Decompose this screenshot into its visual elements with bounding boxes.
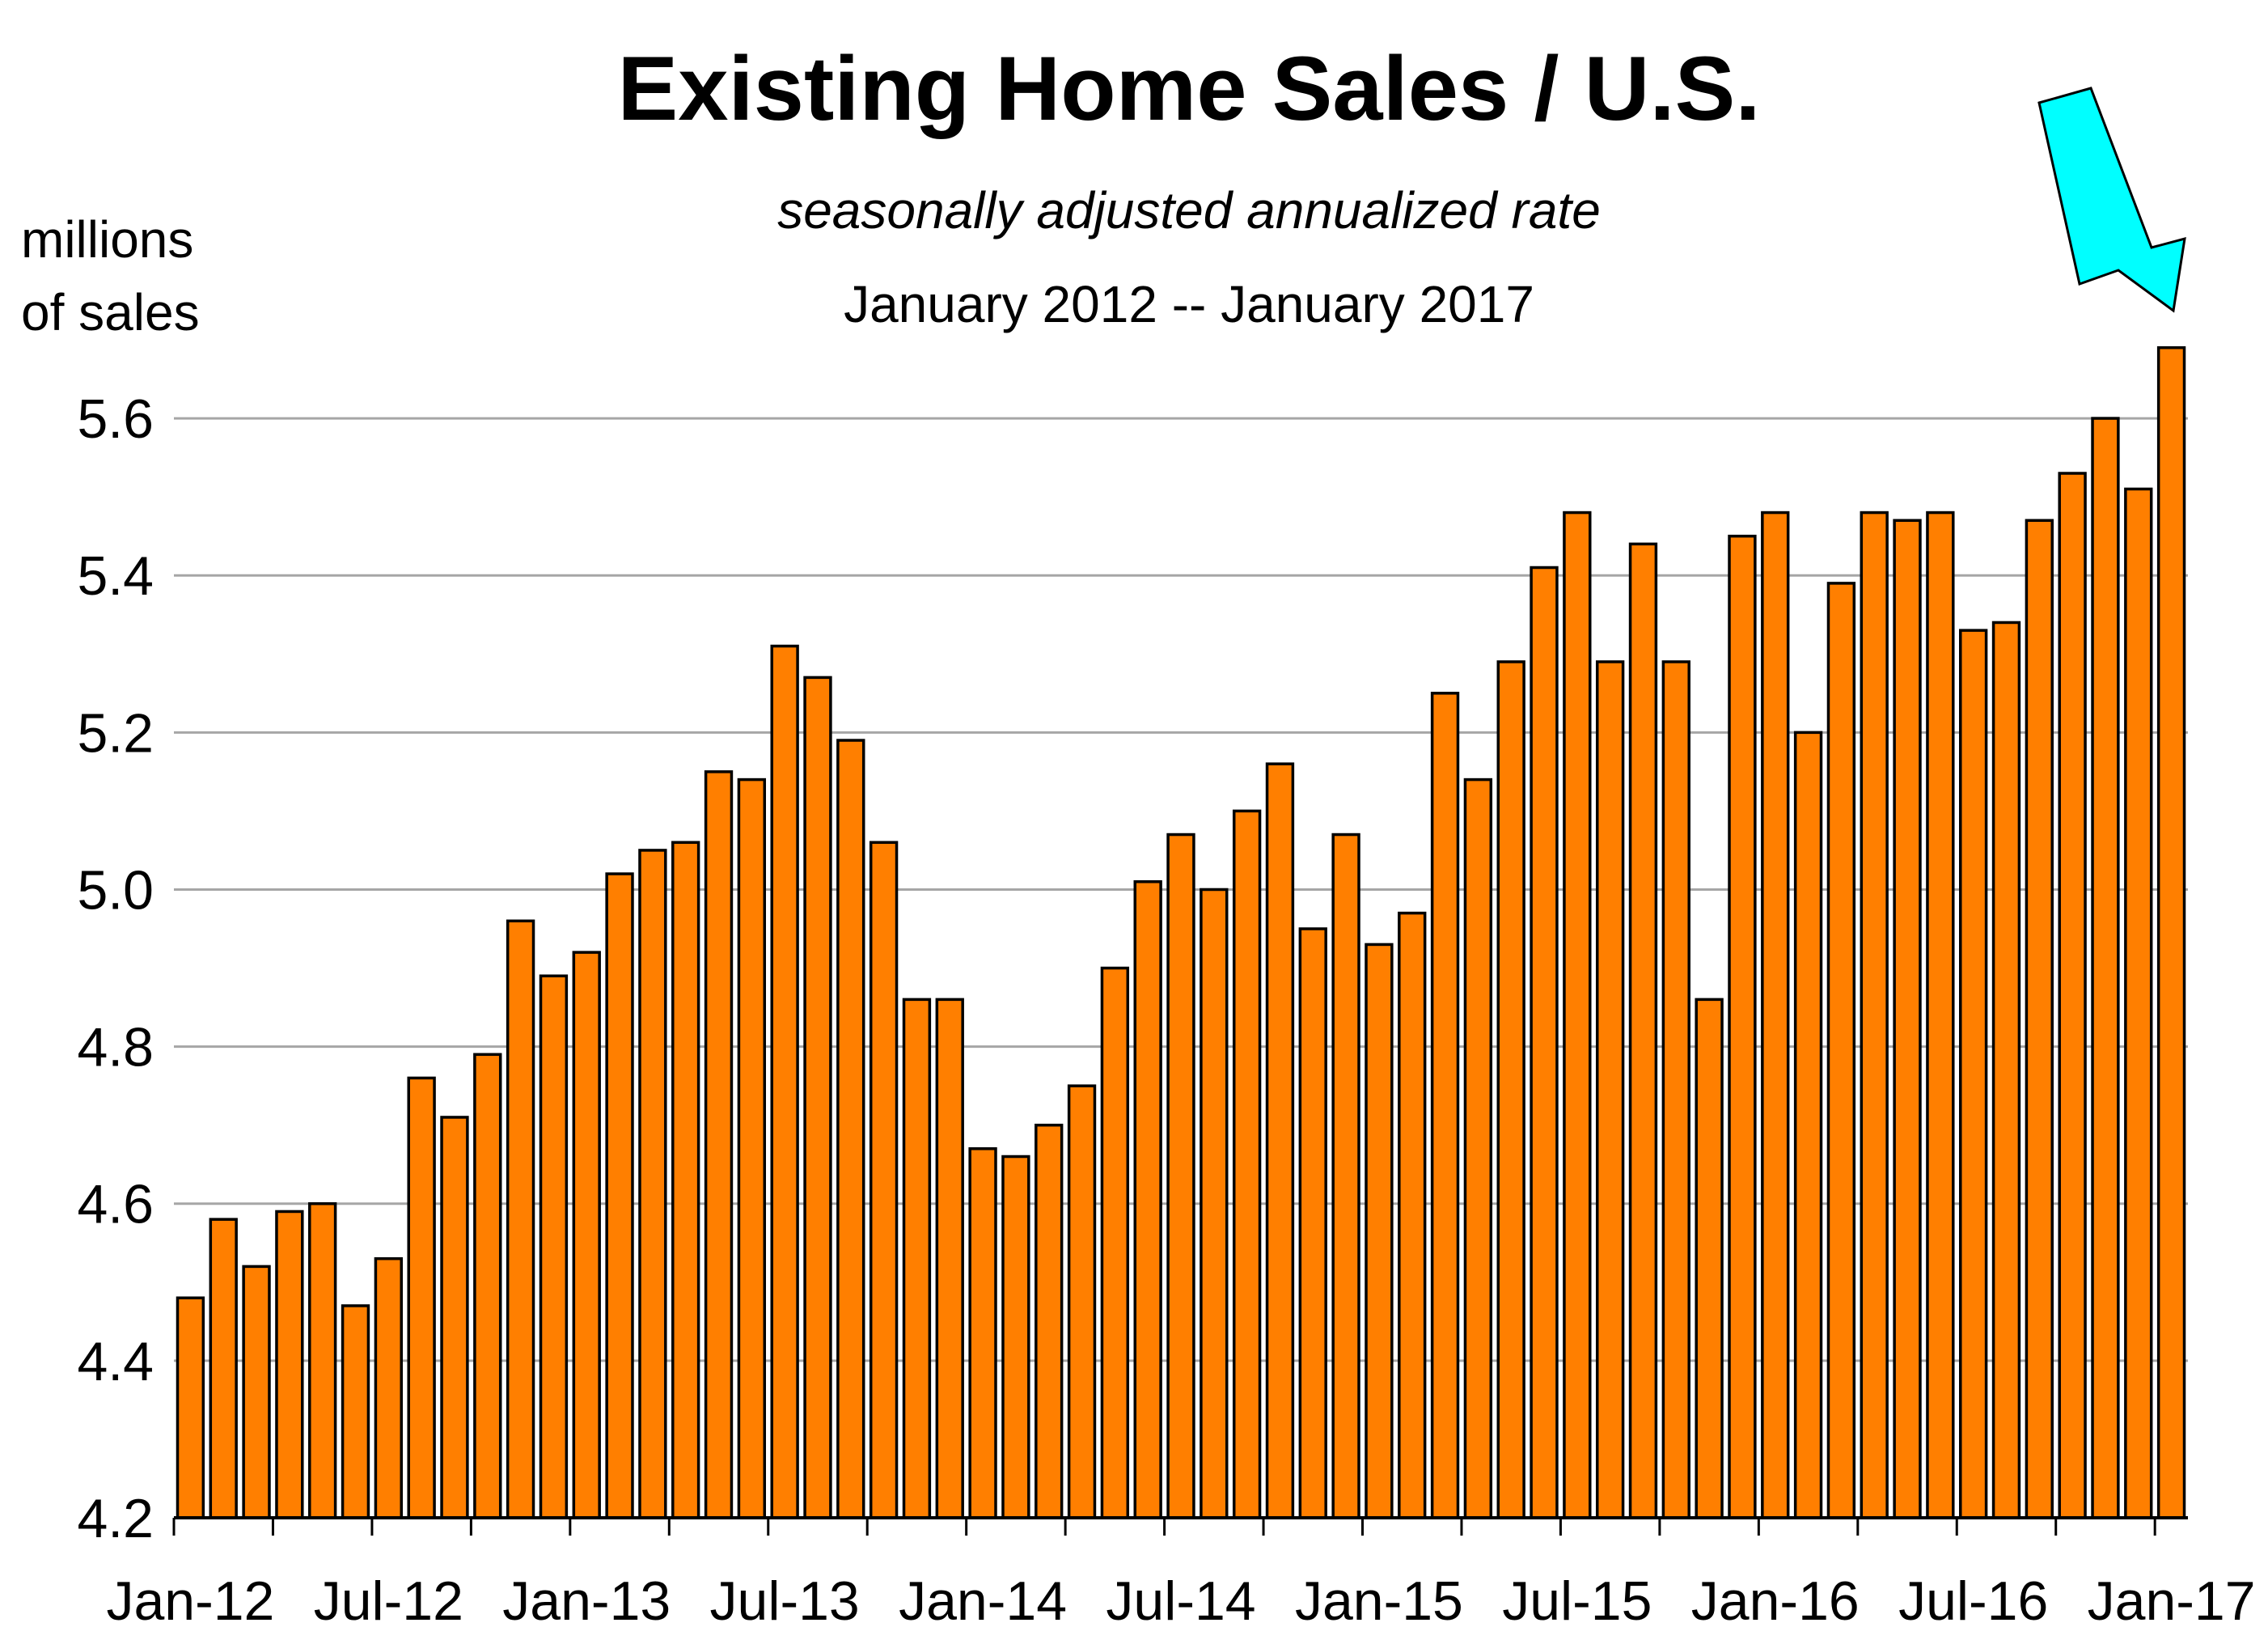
bar [2058, 472, 2087, 1519]
bar [572, 951, 601, 1519]
y-tick-label: 4.8 [77, 1017, 154, 1078]
x-tick-label: Jul-13 [710, 1570, 860, 1632]
y-tick-label: 5.0 [77, 859, 154, 921]
bar [2091, 417, 2120, 1519]
x-tick-label: Jul-14 [1106, 1570, 1255, 1632]
bar [1133, 880, 1162, 1519]
bar [1793, 731, 1823, 1519]
bar [1959, 629, 1988, 1519]
bar [1166, 833, 1195, 1519]
bar [1728, 534, 1757, 1519]
bar [308, 1201, 337, 1519]
bar [704, 770, 734, 1519]
x-tick-label: Jan-13 [502, 1570, 671, 1632]
bar [407, 1076, 436, 1519]
bar [671, 841, 700, 1519]
x-tick-label: Jan-14 [899, 1570, 1067, 1632]
y-tick-label: 4.4 [77, 1331, 154, 1392]
bar [935, 998, 964, 1519]
bar [1200, 888, 1229, 1519]
bar [2025, 519, 2054, 1519]
y-tick-label: 4.6 [77, 1174, 154, 1235]
bar [2124, 487, 2153, 1519]
bar [1430, 692, 1460, 1519]
chart-title: Existing Home Sales / U.S. [618, 38, 1761, 139]
bar [1761, 511, 1790, 1519]
bar-series [176, 345, 2186, 1519]
bar [1067, 1084, 1097, 1519]
bar [1001, 1155, 1030, 1519]
bar [1530, 566, 1559, 1519]
axes [172, 1516, 2188, 1536]
bar [1298, 927, 1327, 1519]
highlight-arrow-icon [2037, 87, 2186, 313]
bar [968, 1147, 997, 1519]
bar [1991, 621, 2021, 1519]
bar [770, 644, 799, 1519]
bar [1926, 511, 1955, 1519]
y-axis-label-line-2: of sales [21, 283, 200, 341]
chart-subtitle: seasonally adjusted annualized rate [777, 181, 1601, 239]
bar [869, 841, 899, 1519]
bar [242, 1265, 271, 1519]
bar [1232, 809, 1262, 1519]
bar [176, 1296, 205, 1519]
x-tick-labels: Jan-12 Jul-12 Jan-13 Jul-13 Jan-14 Jul-14 Jan-… [106, 1570, 2255, 1632]
bar [1331, 833, 1360, 1519]
bar [902, 998, 932, 1519]
y-tick-label: 5.4 [77, 545, 154, 607]
bar [803, 676, 832, 1519]
bar [1563, 511, 1592, 1519]
x-tick-label: Jan-17 [2088, 1570, 2256, 1632]
bar [506, 919, 535, 1519]
bar [1398, 911, 1427, 1519]
bar [1035, 1123, 1064, 1519]
bar [1860, 511, 1889, 1519]
bar [275, 1210, 304, 1519]
bar [1628, 542, 1658, 1519]
y-tick-label: 5.6 [77, 388, 154, 450]
bar [1893, 519, 1922, 1519]
bar [539, 974, 569, 1519]
bar [1661, 660, 1690, 1519]
bar [473, 1053, 502, 1519]
x-tick-label: Jul-16 [1898, 1570, 2048, 1632]
y-tick-labels: 4.2 4.4 4.6 4.8 5.0 5.2 5.4 5.6 [77, 388, 154, 1549]
bar [1595, 660, 1625, 1519]
x-tick-label: Jan-15 [1295, 1570, 1463, 1632]
y-tick-label: 5.2 [77, 702, 154, 764]
bar [1463, 778, 1493, 1519]
bar [836, 739, 865, 1519]
bar [440, 1116, 469, 1519]
bar [1695, 998, 1724, 1519]
x-tick-label: Jul-15 [1502, 1570, 1652, 1632]
bar [1265, 762, 1295, 1519]
bar [737, 778, 767, 1519]
x-tick-label: Jan-16 [1691, 1570, 1860, 1632]
bar [2156, 345, 2186, 1519]
bar [341, 1304, 370, 1519]
bar [638, 849, 667, 1519]
x-tick-label: Jan-12 [106, 1570, 274, 1632]
bar [374, 1256, 403, 1519]
x-tick-label: Jul-12 [314, 1570, 463, 1632]
bar [209, 1218, 238, 1519]
chart-date-range: January 2012 -- January 2017 [844, 275, 1534, 333]
bar [1826, 582, 1856, 1519]
bar [1496, 660, 1525, 1519]
y-axis-label-line-1: millions [21, 210, 193, 269]
y-tick-label: 4.2 [77, 1488, 154, 1549]
bar [1100, 966, 1130, 1519]
bar [1365, 943, 1394, 1519]
bar [605, 872, 634, 1519]
